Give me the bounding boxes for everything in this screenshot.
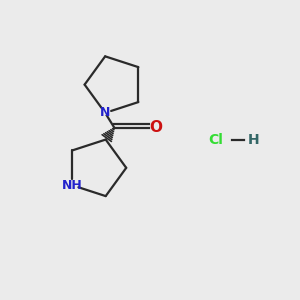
Text: NH: NH	[62, 179, 83, 192]
Text: Cl: Cl	[208, 133, 223, 147]
Text: O: O	[149, 120, 162, 135]
Text: H: H	[248, 133, 260, 147]
Text: N: N	[100, 106, 110, 119]
